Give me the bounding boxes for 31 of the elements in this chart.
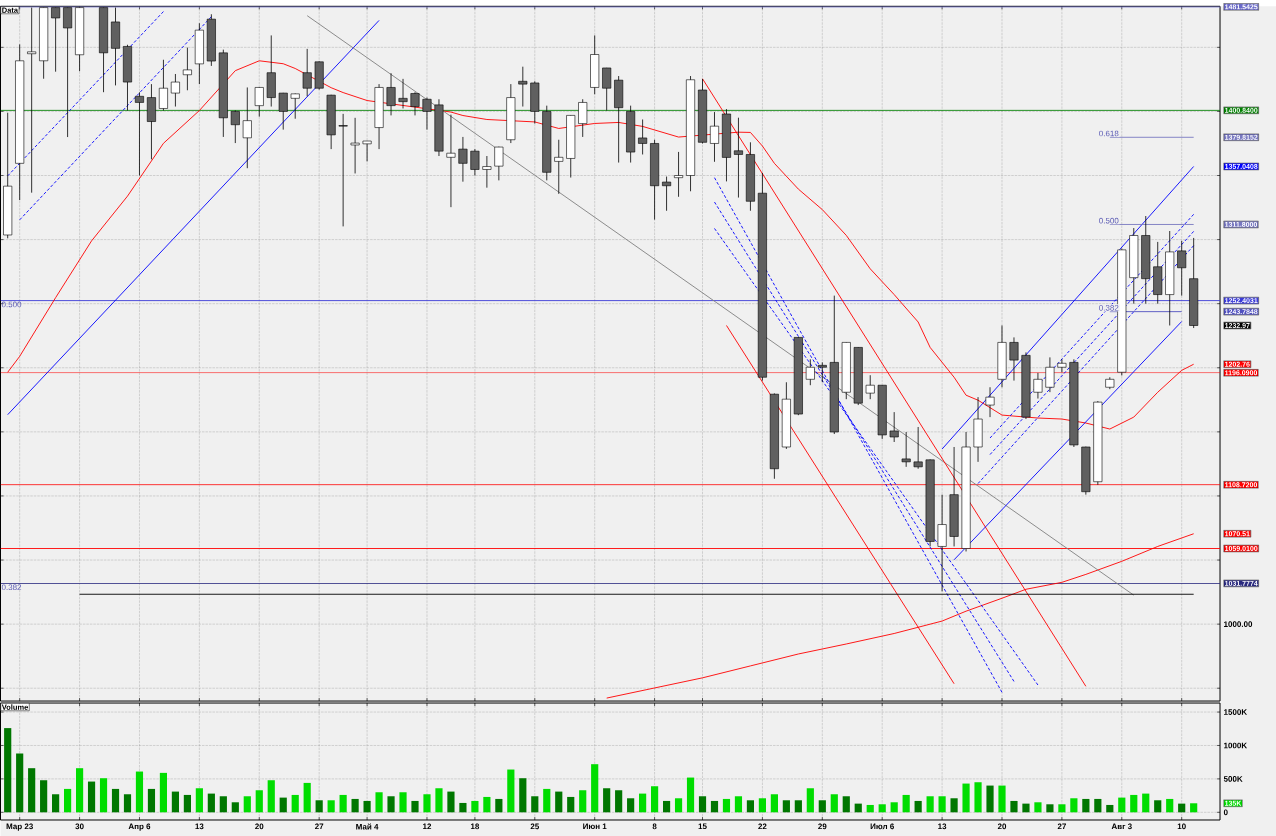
x-tick-label: Июл 6 <box>870 823 894 830</box>
x-tick-label: 27 <box>1057 823 1066 830</box>
x-tick-label: 13 <box>938 823 947 830</box>
x-tick-label: 18 <box>470 823 480 830</box>
x-tick-label: 27 <box>315 823 324 830</box>
x-tick-label: Апр 6 <box>128 823 151 831</box>
x-tick-label: Мар 23 <box>6 823 33 831</box>
x-tick-label: 15 <box>698 823 707 830</box>
x-tick-label: Авг 3 <box>1111 823 1132 830</box>
annotation: 0.500 <box>1099 217 1119 224</box>
annotation: 0.500 <box>1 301 22 308</box>
y-tick-label: 500K <box>1223 776 1243 782</box>
x-tick-label: 20 <box>997 823 1007 830</box>
x-tick-label: 30 <box>75 823 84 830</box>
annotation: 0.382 <box>1 584 22 591</box>
y-tick-label: 0 <box>1223 809 1228 816</box>
x-tick-label: 10 <box>1177 823 1186 830</box>
x-tick-label: 25 <box>530 823 540 830</box>
y-tick-label: 1000K <box>1224 742 1248 749</box>
x-tick-label: 20 <box>255 823 264 830</box>
x-tick-label: 29 <box>818 823 827 830</box>
y-tick-label: 1500K <box>1224 709 1248 715</box>
x-tick-label: 13 <box>195 823 204 830</box>
x-tick-label: Июн 1 <box>583 823 607 830</box>
x-tick-label: 8 <box>652 823 657 830</box>
y-tick-label: 1000.00 <box>1224 621 1253 627</box>
x-tick-label: Май 4 <box>356 823 379 830</box>
x-tick-label: 12 <box>423 823 432 830</box>
annotation: 0.382 <box>1099 304 1119 311</box>
x-tick-label: 22 <box>758 823 767 830</box>
annotation: 0.618 <box>1099 130 1119 137</box>
